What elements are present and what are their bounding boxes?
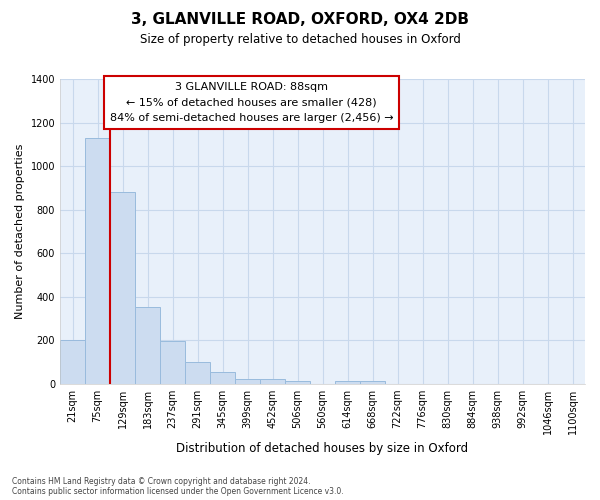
Text: Contains HM Land Registry data © Crown copyright and database right 2024.: Contains HM Land Registry data © Crown c… bbox=[12, 477, 311, 486]
Bar bbox=[260, 379, 285, 384]
Bar bbox=[110, 192, 135, 384]
Bar bbox=[85, 138, 110, 384]
Text: Contains public sector information licensed under the Open Government Licence v3: Contains public sector information licen… bbox=[12, 486, 344, 496]
Bar bbox=[135, 308, 160, 384]
X-axis label: Distribution of detached houses by size in Oxford: Distribution of detached houses by size … bbox=[176, 442, 469, 455]
Bar bbox=[335, 382, 360, 384]
Text: 3 GLANVILLE ROAD: 88sqm
← 15% of detached houses are smaller (428)
84% of semi-d: 3 GLANVILLE ROAD: 88sqm ← 15% of detache… bbox=[110, 82, 394, 123]
Text: 3, GLANVILLE ROAD, OXFORD, OX4 2DB: 3, GLANVILLE ROAD, OXFORD, OX4 2DB bbox=[131, 12, 469, 28]
Bar bbox=[235, 379, 260, 384]
Bar bbox=[160, 341, 185, 384]
Text: Size of property relative to detached houses in Oxford: Size of property relative to detached ho… bbox=[140, 32, 460, 46]
Bar bbox=[185, 362, 210, 384]
Bar bbox=[360, 382, 385, 384]
Y-axis label: Number of detached properties: Number of detached properties bbox=[15, 144, 25, 319]
Bar bbox=[60, 340, 85, 384]
Bar bbox=[210, 372, 235, 384]
Bar bbox=[285, 380, 310, 384]
